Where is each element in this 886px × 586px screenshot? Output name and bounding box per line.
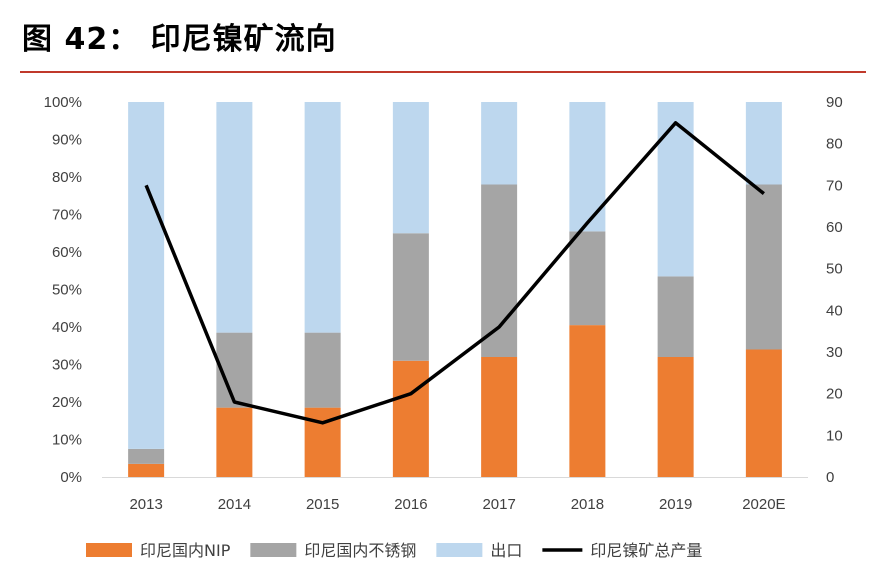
bar-segment <box>481 357 518 477</box>
y-left-tick-label: 80% <box>52 169 82 186</box>
bar-segment <box>392 102 429 234</box>
title-rule <box>20 71 866 73</box>
x-tick-label: 2020E <box>742 496 785 513</box>
series-line <box>144 121 765 425</box>
y-right-tick-label: 30 <box>826 344 843 361</box>
y-right-tick-label: 40 <box>826 302 843 319</box>
x-tick-label: 2014 <box>218 496 251 513</box>
bar-segment <box>304 102 341 333</box>
figure-title: 图 42： 印尼镍矿流向 <box>22 22 337 57</box>
y-left-tick-label: 60% <box>52 244 82 261</box>
bar-segment <box>128 463 165 477</box>
legend-swatch <box>86 543 132 557</box>
y-right-tick-label: 70 <box>826 177 843 194</box>
y-right-tick-label: 10 <box>826 427 843 444</box>
legend: 印尼国内NIP 印尼国内不锈钢 出口 印尼镍矿总产量 <box>86 541 702 560</box>
bar-segment <box>128 102 165 449</box>
legend-label: 印尼国内NIP <box>140 541 231 560</box>
plot-area: 0% 10% 20% 30% 40% 50% 60% 70% 80% 90% 100% 0 10 20 30… <box>44 94 843 513</box>
y-right-tick-label: 60 <box>826 219 843 236</box>
bar-segment <box>304 332 341 408</box>
y-right-tick-label: 50 <box>826 261 843 278</box>
x-tick-label: 2019 <box>659 496 692 513</box>
bar-segment <box>569 325 606 477</box>
y-left-tick-label: 90% <box>52 132 82 149</box>
bar-segment <box>392 233 429 361</box>
x-tick-label: 2013 <box>129 496 162 513</box>
y-right-tick-label: 90 <box>826 94 843 111</box>
bar-segment <box>481 184 518 357</box>
legend-label: 印尼镍矿总产量 <box>590 541 702 560</box>
y-left-tick-label: 100% <box>44 94 82 111</box>
bar-segment <box>745 184 782 350</box>
y-right-tick-label: 20 <box>826 386 843 403</box>
bar-segment <box>128 448 165 464</box>
x-tick-label: 2017 <box>482 496 515 513</box>
bar-segment <box>392 360 429 477</box>
x-tick-label: 2018 <box>571 496 604 513</box>
bar-segment <box>569 102 606 232</box>
legend-label: 印尼国内不锈钢 <box>304 541 416 560</box>
bar-segment <box>216 407 253 477</box>
y-left-tick-label: 20% <box>52 394 82 411</box>
y-left-tick-label: 10% <box>52 432 82 449</box>
bar-segment <box>657 102 694 277</box>
bar-segment <box>216 102 253 333</box>
y-left-tick-label: 50% <box>52 282 82 299</box>
y-right-tick-label: 0 <box>826 469 834 486</box>
y-left-tick-label: 70% <box>52 207 82 224</box>
x-tick-label: 2015 <box>306 496 339 513</box>
bar-segment <box>745 349 782 477</box>
y-left-tick-label: 40% <box>52 319 82 336</box>
legend-label: 出口 <box>490 541 522 560</box>
legend-swatch <box>436 543 483 557</box>
bar-segment <box>657 357 694 477</box>
y-left-tick-label: 0% <box>60 469 82 486</box>
bar-segment <box>657 276 694 357</box>
x-tick-label: 2016 <box>394 496 427 513</box>
y-left-tick-label: 30% <box>52 357 82 374</box>
bar-segment <box>745 102 782 185</box>
y-right-tick-label: 80 <box>826 136 843 153</box>
bar-segment <box>569 231 606 326</box>
bar-segment <box>481 102 518 185</box>
legend-swatch <box>250 543 297 557</box>
